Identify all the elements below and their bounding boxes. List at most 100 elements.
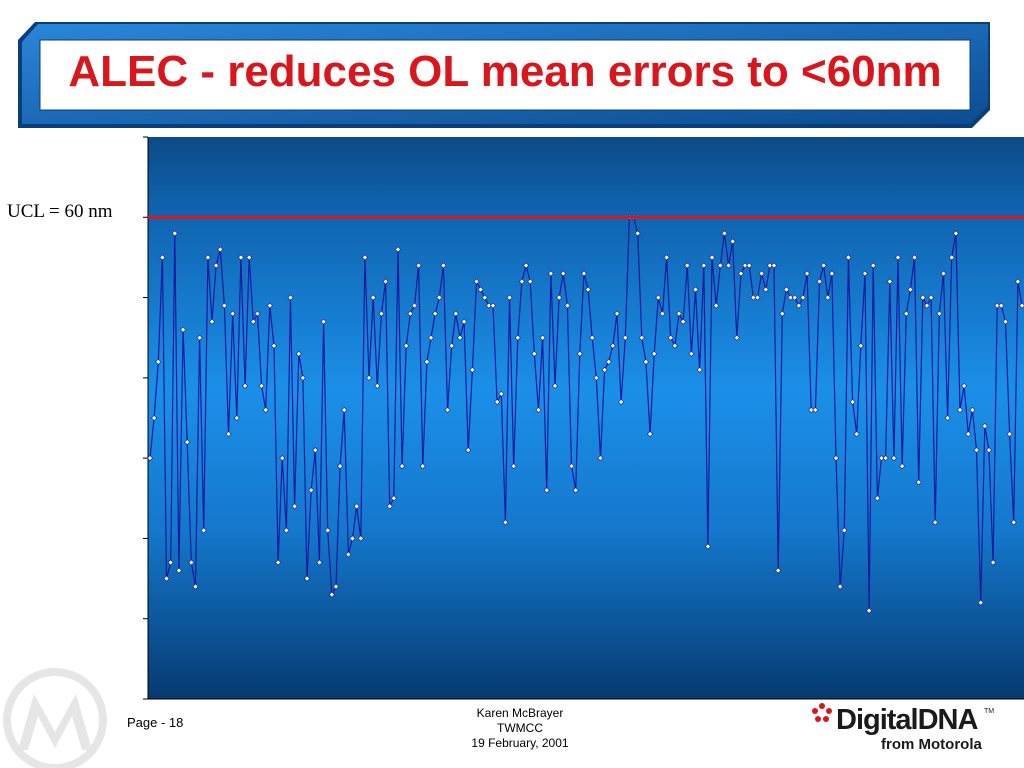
data-point-marker: [671, 342, 678, 349]
trademark-mark: TM: [984, 708, 995, 715]
data-point-marker: [386, 503, 393, 510]
data-point-marker: [1002, 318, 1009, 325]
data-point-marker: [498, 390, 505, 397]
data-point-marker: [721, 230, 728, 237]
data-point-marker: [861, 270, 868, 277]
data-point-marker: [762, 286, 769, 293]
data-point-marker: [151, 414, 158, 422]
data-point-marker: [601, 366, 608, 373]
data-point-marker: [399, 463, 406, 470]
data-point-marker: [857, 342, 864, 349]
data-point-marker: [717, 262, 724, 269]
data-point-marker: [568, 463, 575, 470]
data-point-marker: [841, 527, 848, 534]
data-point-marker: [638, 334, 645, 341]
data-point-marker: [1010, 519, 1017, 526]
data-point-marker: [713, 302, 720, 309]
data-point-marker: [539, 334, 546, 341]
data-point-marker: [250, 318, 257, 325]
data-point-marker: [795, 302, 802, 309]
data-point-marker: [928, 294, 935, 301]
data-point-marker: [394, 246, 401, 253]
data-point-marker: [560, 270, 567, 277]
star-icon: [812, 703, 832, 722]
data-point-marker: [853, 431, 860, 438]
data-point-marker: [427, 334, 435, 341]
data-point-marker: [576, 350, 583, 357]
data-point-marker: [196, 334, 203, 341]
data-point-marker: [155, 358, 162, 365]
data-point-marker: [163, 575, 170, 582]
footer-info: Karen McBrayer TWMCC 19 February, 2001: [420, 706, 620, 751]
data-point-marker: [824, 294, 831, 301]
data-point-marker: [444, 406, 451, 413]
data-point-marker: [870, 262, 877, 269]
data-point-marker: [237, 254, 244, 261]
data-point-marker: [225, 431, 232, 438]
data-point-marker: [167, 559, 174, 566]
data-point-marker: [932, 519, 939, 526]
data-point-marker: [287, 294, 294, 301]
data-point-marker: [217, 246, 224, 253]
data-point-marker: [585, 286, 592, 293]
data-point-marker: [605, 358, 612, 365]
data-point-marker: [804, 270, 811, 277]
data-point-marker: [275, 559, 282, 566]
data-point-marker: [849, 398, 856, 405]
data-point-marker: [473, 278, 480, 285]
data-point-marker: [833, 455, 840, 462]
data-point-marker: [609, 342, 616, 349]
data-point-marker: [415, 262, 422, 269]
data-point-marker: [812, 406, 819, 413]
data-point-marker: [188, 559, 195, 566]
data-point-marker: [419, 463, 426, 470]
data-point-marker: [766, 262, 773, 269]
data-point-marker: [341, 406, 348, 413]
data-point-marker: [845, 254, 852, 261]
data-point-marker: [704, 543, 711, 550]
data-point-marker: [742, 262, 749, 269]
data-point-marker: [270, 342, 278, 349]
data-point-marker: [262, 406, 269, 413]
data-point-marker: [985, 447, 992, 454]
data-point-marker: [680, 318, 687, 325]
data-point-marker: [180, 326, 187, 333]
data-point-marker: [700, 262, 707, 269]
data-point-marker: [618, 398, 625, 405]
data-point-marker: [320, 318, 327, 325]
data-point-marker: [754, 294, 761, 301]
data-point-marker: [758, 270, 765, 277]
data-point-marker: [308, 487, 315, 494]
data-point-marker: [345, 551, 352, 558]
data-point-marker: [816, 278, 823, 285]
data-point-marker: [378, 310, 385, 317]
data-point-marker: [246, 254, 253, 261]
data-point-marker: [370, 294, 377, 301]
data-point-marker: [316, 559, 323, 566]
data-point-marker: [709, 254, 716, 261]
data-point-marker: [890, 455, 897, 462]
data-point-marker: [919, 294, 926, 301]
data-point-marker: [494, 398, 501, 405]
data-point-marker: [349, 535, 356, 542]
data-point-marker: [254, 310, 261, 317]
data-point-marker: [514, 334, 521, 341]
data-point-marker: [432, 310, 439, 317]
data-point-marker: [998, 302, 1005, 309]
data-point-marker: [407, 310, 414, 317]
data-point-marker: [597, 455, 604, 462]
data-point-marker: [593, 374, 600, 381]
data-point-marker: [944, 414, 951, 422]
data-point-marker: [489, 302, 497, 309]
data-point-marker: [622, 334, 629, 341]
data-point-marker: [337, 463, 344, 470]
data-point-marker: [828, 270, 835, 277]
footer-org: TWMCC: [497, 721, 543, 735]
data-point-marker: [894, 254, 902, 261]
data-point-marker: [899, 463, 906, 470]
data-point-marker: [295, 350, 302, 357]
data-point-marker: [531, 350, 538, 357]
data-point-marker: [204, 254, 211, 261]
data-point-marker: [332, 583, 339, 590]
